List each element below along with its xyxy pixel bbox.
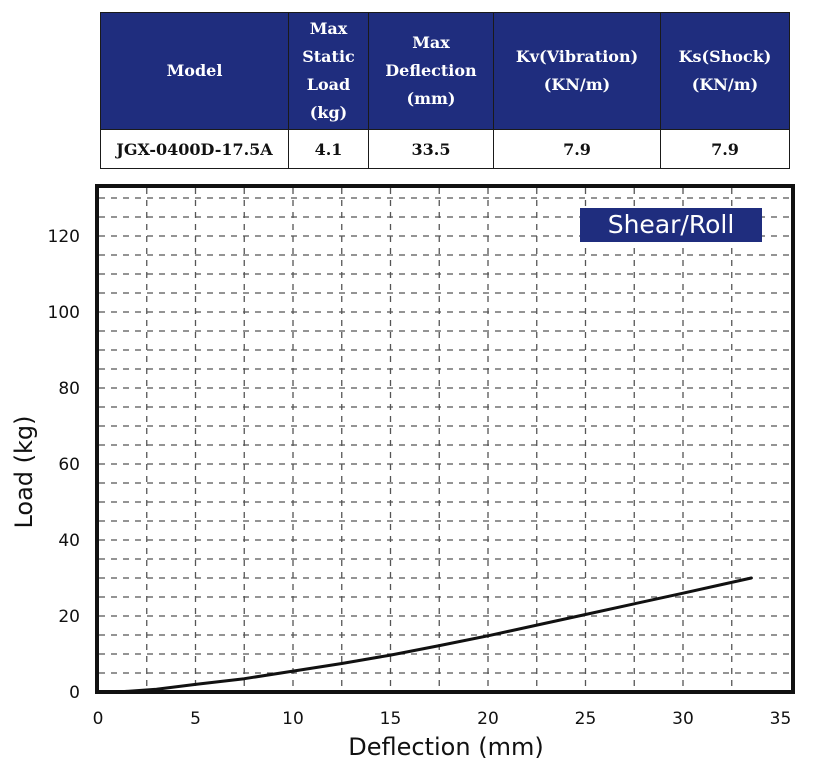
y-tick-label: 0 — [69, 683, 80, 703]
x-tick-label: 0 — [93, 709, 104, 729]
grid-lines — [99, 188, 791, 690]
y-axis-title: Load (kg) — [10, 415, 38, 528]
legend: Shear/Roll — [580, 208, 762, 242]
y-tick-label: 40 — [58, 531, 80, 551]
cell-ks: 7.9 — [660, 129, 790, 169]
y-tick-label: 60 — [58, 455, 80, 475]
x-tick-label: 20 — [477, 709, 499, 729]
x-axis-title: Deflection (mm) — [348, 733, 543, 761]
x-tick-label: 10 — [282, 709, 304, 729]
y-tick-label: 80 — [58, 379, 80, 399]
spec-header-row: Model Max Static Load (kg) Max Deflectio… — [100, 12, 790, 130]
cell-max-static-load: 4.1 — [288, 129, 369, 169]
x-tick-label: 25 — [575, 709, 597, 729]
series-line-shear-roll — [116, 576, 753, 694]
y-tick-label: 100 — [48, 303, 80, 323]
cell-kv: 7.9 — [493, 129, 661, 169]
y-tick-label: 120 — [48, 227, 80, 247]
legend-box — [580, 208, 762, 242]
tick-labels: 0 5 10 15 20 25 30 35 0 20 40 60 80 100 120 — [48, 227, 792, 729]
spec-data-row: JGX-0400D-17.5A 4.1 33.5 7.9 7.9 — [100, 129, 790, 169]
x-tick-label: 35 — [770, 709, 792, 729]
header-ks-shock: Ks(Shock) (KN/m) — [660, 12, 790, 130]
chart-frame — [95, 184, 795, 694]
spec-table: Model Max Static Load (kg) Max Deflectio… — [100, 12, 790, 169]
x-tick-label: 15 — [380, 709, 402, 729]
legend-label: Shear/Roll — [608, 210, 735, 239]
y-tick-label: 20 — [58, 607, 80, 627]
series-layer — [116, 576, 753, 694]
x-tick-label: 30 — [672, 709, 694, 729]
cell-max-deflection: 33.5 — [368, 129, 494, 169]
header-max-deflection: Max Deflection (mm) — [368, 12, 494, 130]
header-model: Model — [100, 12, 289, 130]
x-tick-label: 5 — [190, 709, 201, 729]
